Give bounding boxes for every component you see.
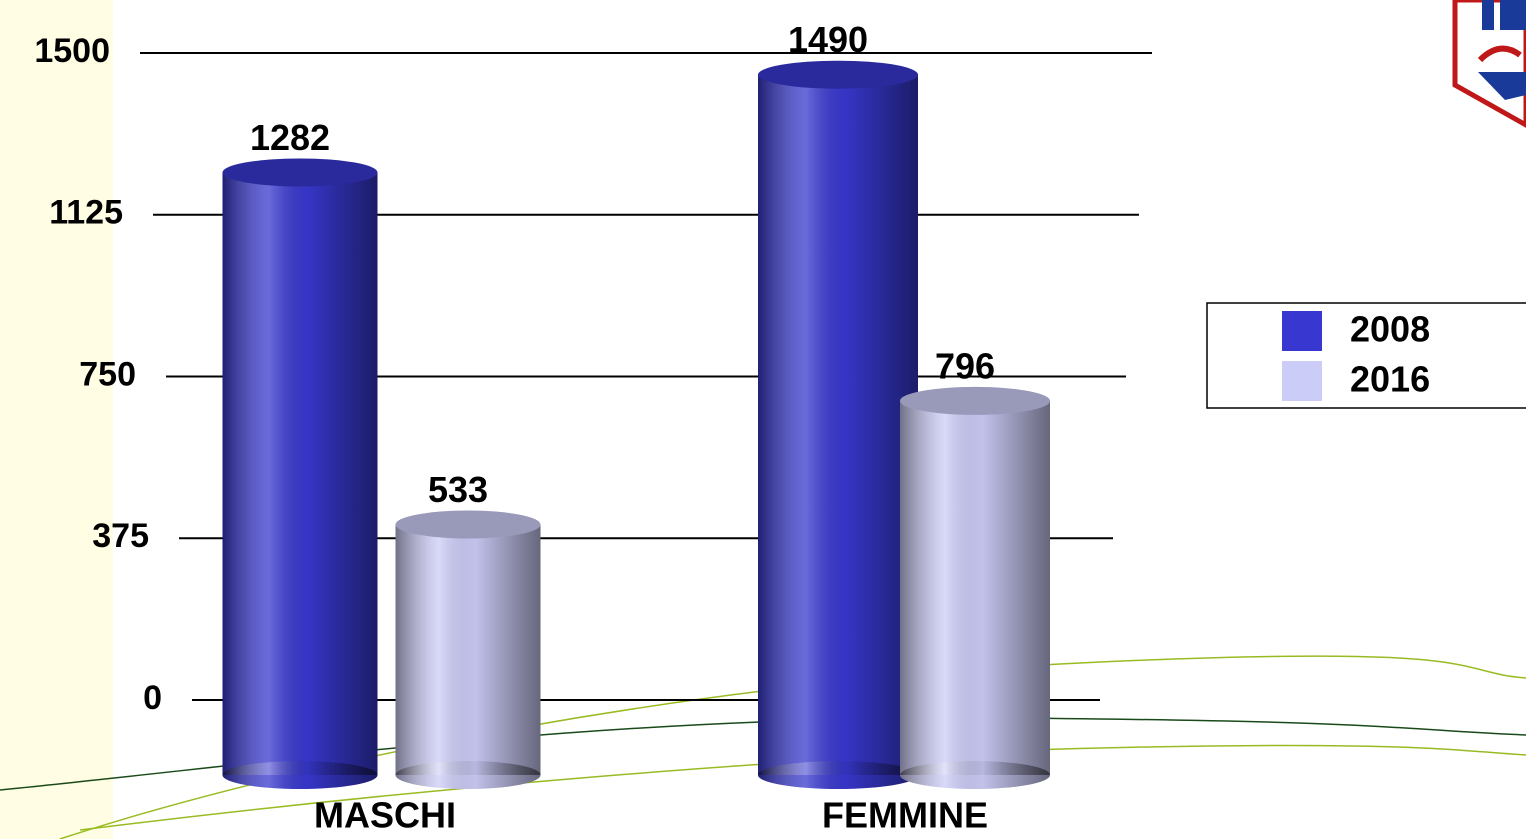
y-tick-label: 750 — [79, 355, 136, 393]
bar-shade — [900, 400, 1050, 775]
value-label: 796 — [935, 345, 995, 386]
bar-top — [222, 158, 378, 187]
bar-top-shade — [222, 158, 378, 187]
legend-label: 2016 — [1350, 359, 1430, 400]
bar-top — [758, 60, 918, 89]
y-tick-label: 375 — [92, 517, 149, 555]
y-tick-label: 1500 — [34, 32, 110, 70]
value-label: 1282 — [250, 117, 330, 158]
bar-top-shade — [900, 386, 1050, 415]
side-strip — [0, 0, 113, 839]
y-tick-label: 1125 — [49, 194, 123, 232]
x-tick-label: FEMMINE — [822, 795, 988, 836]
bar-top — [395, 510, 541, 539]
bar-top-shade — [758, 60, 918, 89]
value-label: 1490 — [788, 19, 868, 60]
y-tick-label: 0 — [143, 679, 162, 717]
bar-top-shade — [395, 510, 541, 539]
bar-shade — [758, 74, 918, 775]
legend-label: 2008 — [1350, 309, 1430, 350]
logo — [1452, 0, 1526, 128]
x-tick-label: MASCHI — [314, 795, 456, 836]
bar-top — [900, 386, 1050, 415]
value-label: 533 — [428, 469, 488, 510]
legend-swatch — [1282, 311, 1322, 351]
legend-box — [1206, 302, 1526, 409]
bar-shade — [395, 524, 541, 775]
legend-swatch — [1282, 361, 1322, 401]
bar-shade — [222, 172, 378, 775]
